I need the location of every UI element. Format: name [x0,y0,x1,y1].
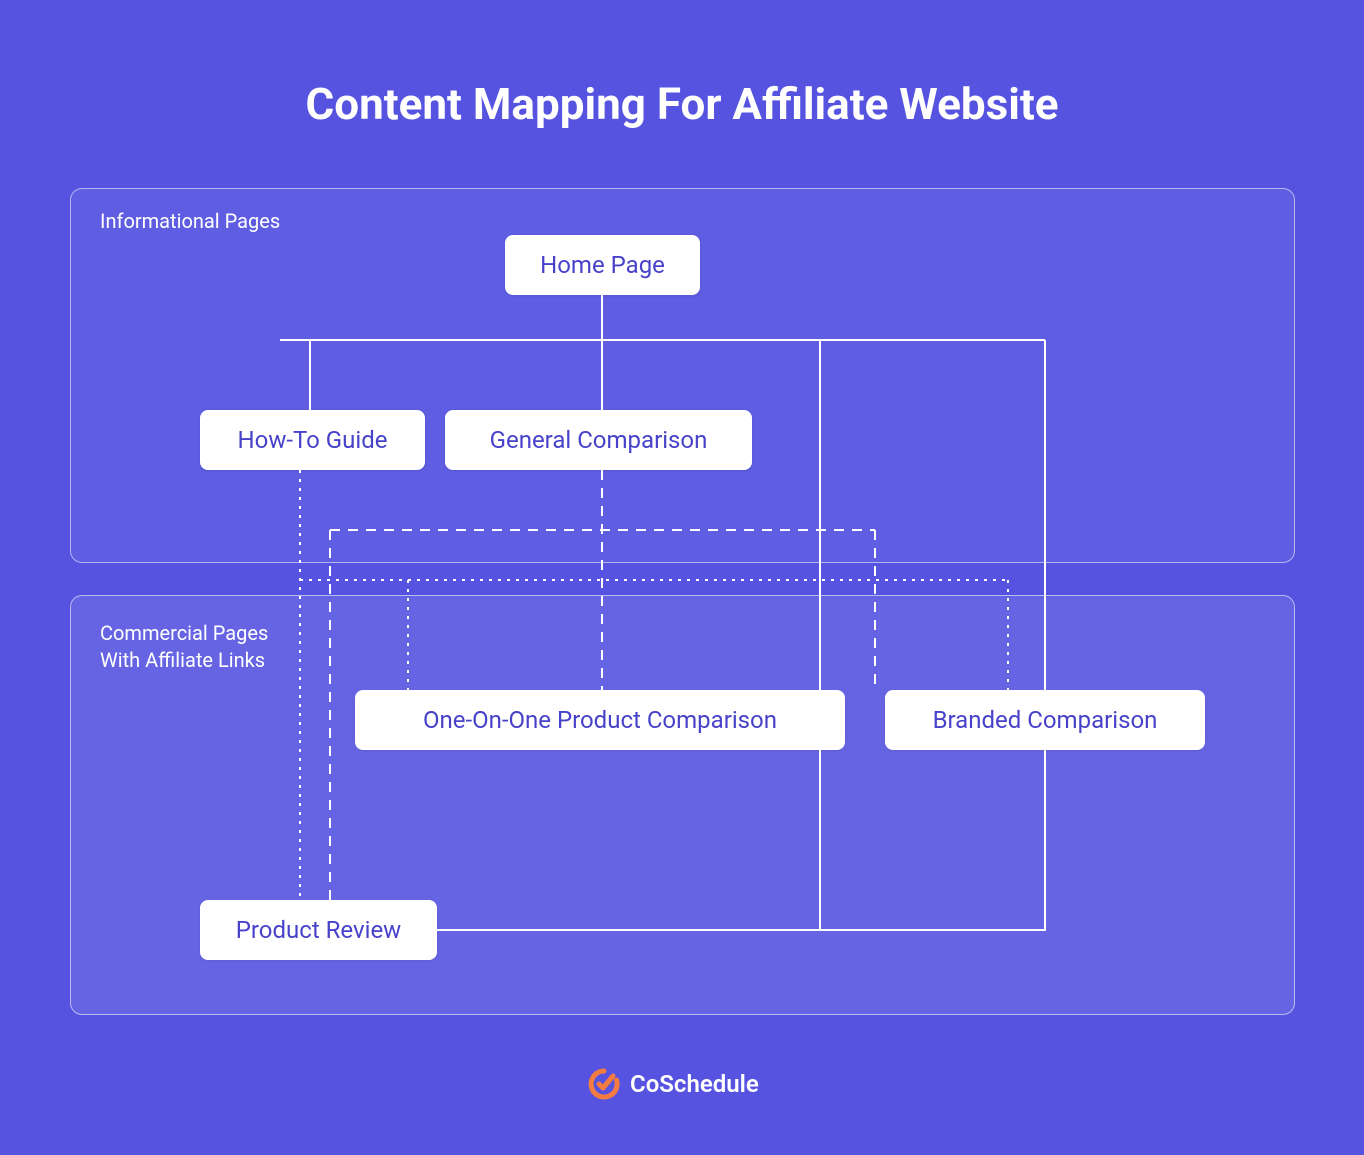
group-informational-label: Informational Pages [100,208,280,235]
node-howto-guide: How-To Guide [200,410,425,470]
page-title: Content Mapping For Affiliate Website [0,78,1364,130]
node-label: How-To Guide [238,426,388,454]
diagram-canvas: Content Mapping For Affiliate Website In… [0,0,1364,1155]
node-general-comparison: General Comparison [445,410,752,470]
node-label: General Comparison [490,426,708,454]
brand-text: CoSchedule [630,1070,759,1098]
node-branded-comparison: Branded Comparison [885,690,1205,750]
node-home-page: Home Page [505,235,700,295]
node-label: Home Page [540,251,665,279]
coschedule-logo-icon [588,1068,620,1100]
node-label: One-On-One Product Comparison [423,706,777,734]
group-commercial-label: Commercial Pages With Affiliate Links [100,620,268,674]
node-label: Branded Comparison [933,706,1158,734]
node-label: Product Review [236,916,401,944]
node-one-on-one-comparison: One-On-One Product Comparison [355,690,845,750]
node-product-review: Product Review [200,900,437,960]
brand-footer: CoSchedule [588,1068,759,1100]
